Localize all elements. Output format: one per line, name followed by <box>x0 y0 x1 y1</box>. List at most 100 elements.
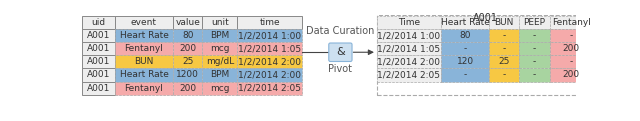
Text: 200: 200 <box>179 44 196 53</box>
Bar <box>173 82 202 95</box>
Text: value: value <box>175 18 200 27</box>
Bar <box>115 55 173 68</box>
Text: Data Curation: Data Curation <box>306 26 374 36</box>
Bar <box>237 42 303 55</box>
Text: -: - <box>532 57 536 66</box>
Bar <box>237 55 303 68</box>
Text: mcg: mcg <box>210 44 230 53</box>
Bar <box>377 16 441 29</box>
Bar <box>441 29 489 42</box>
Bar <box>83 16 115 29</box>
Text: -: - <box>532 44 536 53</box>
Bar <box>377 29 441 42</box>
Text: Fentanyl: Fentanyl <box>552 18 591 27</box>
Text: 1/2/2014 1:05: 1/2/2014 1:05 <box>238 44 301 53</box>
Text: A001: A001 <box>87 70 110 79</box>
Bar <box>202 68 237 82</box>
Text: 25: 25 <box>498 57 509 66</box>
Bar <box>518 16 550 29</box>
Bar <box>115 82 173 95</box>
Bar <box>202 55 237 68</box>
Bar <box>83 42 115 55</box>
Text: A001: A001 <box>87 84 110 93</box>
Bar <box>202 29 237 42</box>
Text: BUN: BUN <box>134 57 154 66</box>
Text: time: time <box>260 18 280 27</box>
Bar <box>202 82 237 95</box>
Bar <box>489 29 518 42</box>
Text: -: - <box>502 31 506 40</box>
Text: -: - <box>532 31 536 40</box>
Bar <box>377 42 441 55</box>
Bar <box>377 55 441 68</box>
Bar <box>489 16 518 29</box>
Text: 25: 25 <box>182 57 193 66</box>
Text: 80: 80 <box>182 31 193 40</box>
Bar <box>115 68 173 82</box>
Bar <box>202 16 237 29</box>
Bar <box>489 42 518 55</box>
Text: Time: Time <box>398 18 420 27</box>
Text: Pivot: Pivot <box>328 64 353 74</box>
Bar <box>237 16 303 29</box>
Bar <box>173 29 202 42</box>
Text: A001: A001 <box>87 44 110 53</box>
Bar <box>115 42 173 55</box>
Text: Heart Rate: Heart Rate <box>441 18 490 27</box>
Text: Fentanyl: Fentanyl <box>125 44 163 53</box>
Text: -: - <box>532 70 536 79</box>
Text: 1/2/2014 2:00: 1/2/2014 2:00 <box>238 70 301 79</box>
Bar <box>377 68 441 82</box>
Bar <box>83 55 115 68</box>
Bar <box>173 42 202 55</box>
Bar <box>115 29 173 42</box>
Bar <box>441 42 489 55</box>
Bar <box>115 16 173 29</box>
Text: -: - <box>502 44 506 53</box>
Bar <box>550 55 593 68</box>
Bar <box>518 29 550 42</box>
Text: -: - <box>570 31 573 40</box>
Bar <box>237 82 303 95</box>
Text: 1/2/2014 2:05: 1/2/2014 2:05 <box>378 70 440 79</box>
Text: 1/2/2014 2:00: 1/2/2014 2:00 <box>378 57 440 66</box>
Bar <box>441 68 489 82</box>
Text: mg/dL: mg/dL <box>206 57 234 66</box>
Bar <box>518 68 550 82</box>
Bar <box>83 29 115 42</box>
Text: 200: 200 <box>563 44 580 53</box>
Bar <box>237 29 303 42</box>
Text: 80: 80 <box>460 31 471 40</box>
Bar <box>377 15 593 95</box>
Bar <box>173 16 202 29</box>
Text: 1/2/2014 1:00: 1/2/2014 1:00 <box>378 31 440 40</box>
Text: A001: A001 <box>87 57 110 66</box>
Text: -: - <box>502 70 506 79</box>
Text: 1/2/2014 2:00: 1/2/2014 2:00 <box>238 57 301 66</box>
Bar <box>441 55 489 68</box>
Bar <box>550 16 593 29</box>
Text: 200: 200 <box>179 84 196 93</box>
Text: 1/2/2014 2:05: 1/2/2014 2:05 <box>238 84 301 93</box>
Bar <box>550 42 593 55</box>
Text: BPM: BPM <box>211 70 230 79</box>
FancyBboxPatch shape <box>329 43 352 61</box>
Bar <box>202 42 237 55</box>
Bar <box>550 29 593 42</box>
Text: Heart Rate: Heart Rate <box>120 70 168 79</box>
Text: -: - <box>463 70 467 79</box>
Text: 1/2/2014 1:05: 1/2/2014 1:05 <box>378 44 440 53</box>
Bar <box>441 16 489 29</box>
Bar <box>550 68 593 82</box>
Bar <box>489 68 518 82</box>
Bar <box>173 68 202 82</box>
Text: -: - <box>570 57 573 66</box>
Text: PEEP: PEEP <box>523 18 545 27</box>
Text: 120: 120 <box>456 57 474 66</box>
Text: Heart Rate: Heart Rate <box>120 31 168 40</box>
Text: unit: unit <box>211 18 228 27</box>
Text: mcg: mcg <box>210 84 230 93</box>
Text: BUN: BUN <box>494 18 514 27</box>
Bar <box>83 68 115 82</box>
Text: 1200: 1200 <box>176 70 199 79</box>
